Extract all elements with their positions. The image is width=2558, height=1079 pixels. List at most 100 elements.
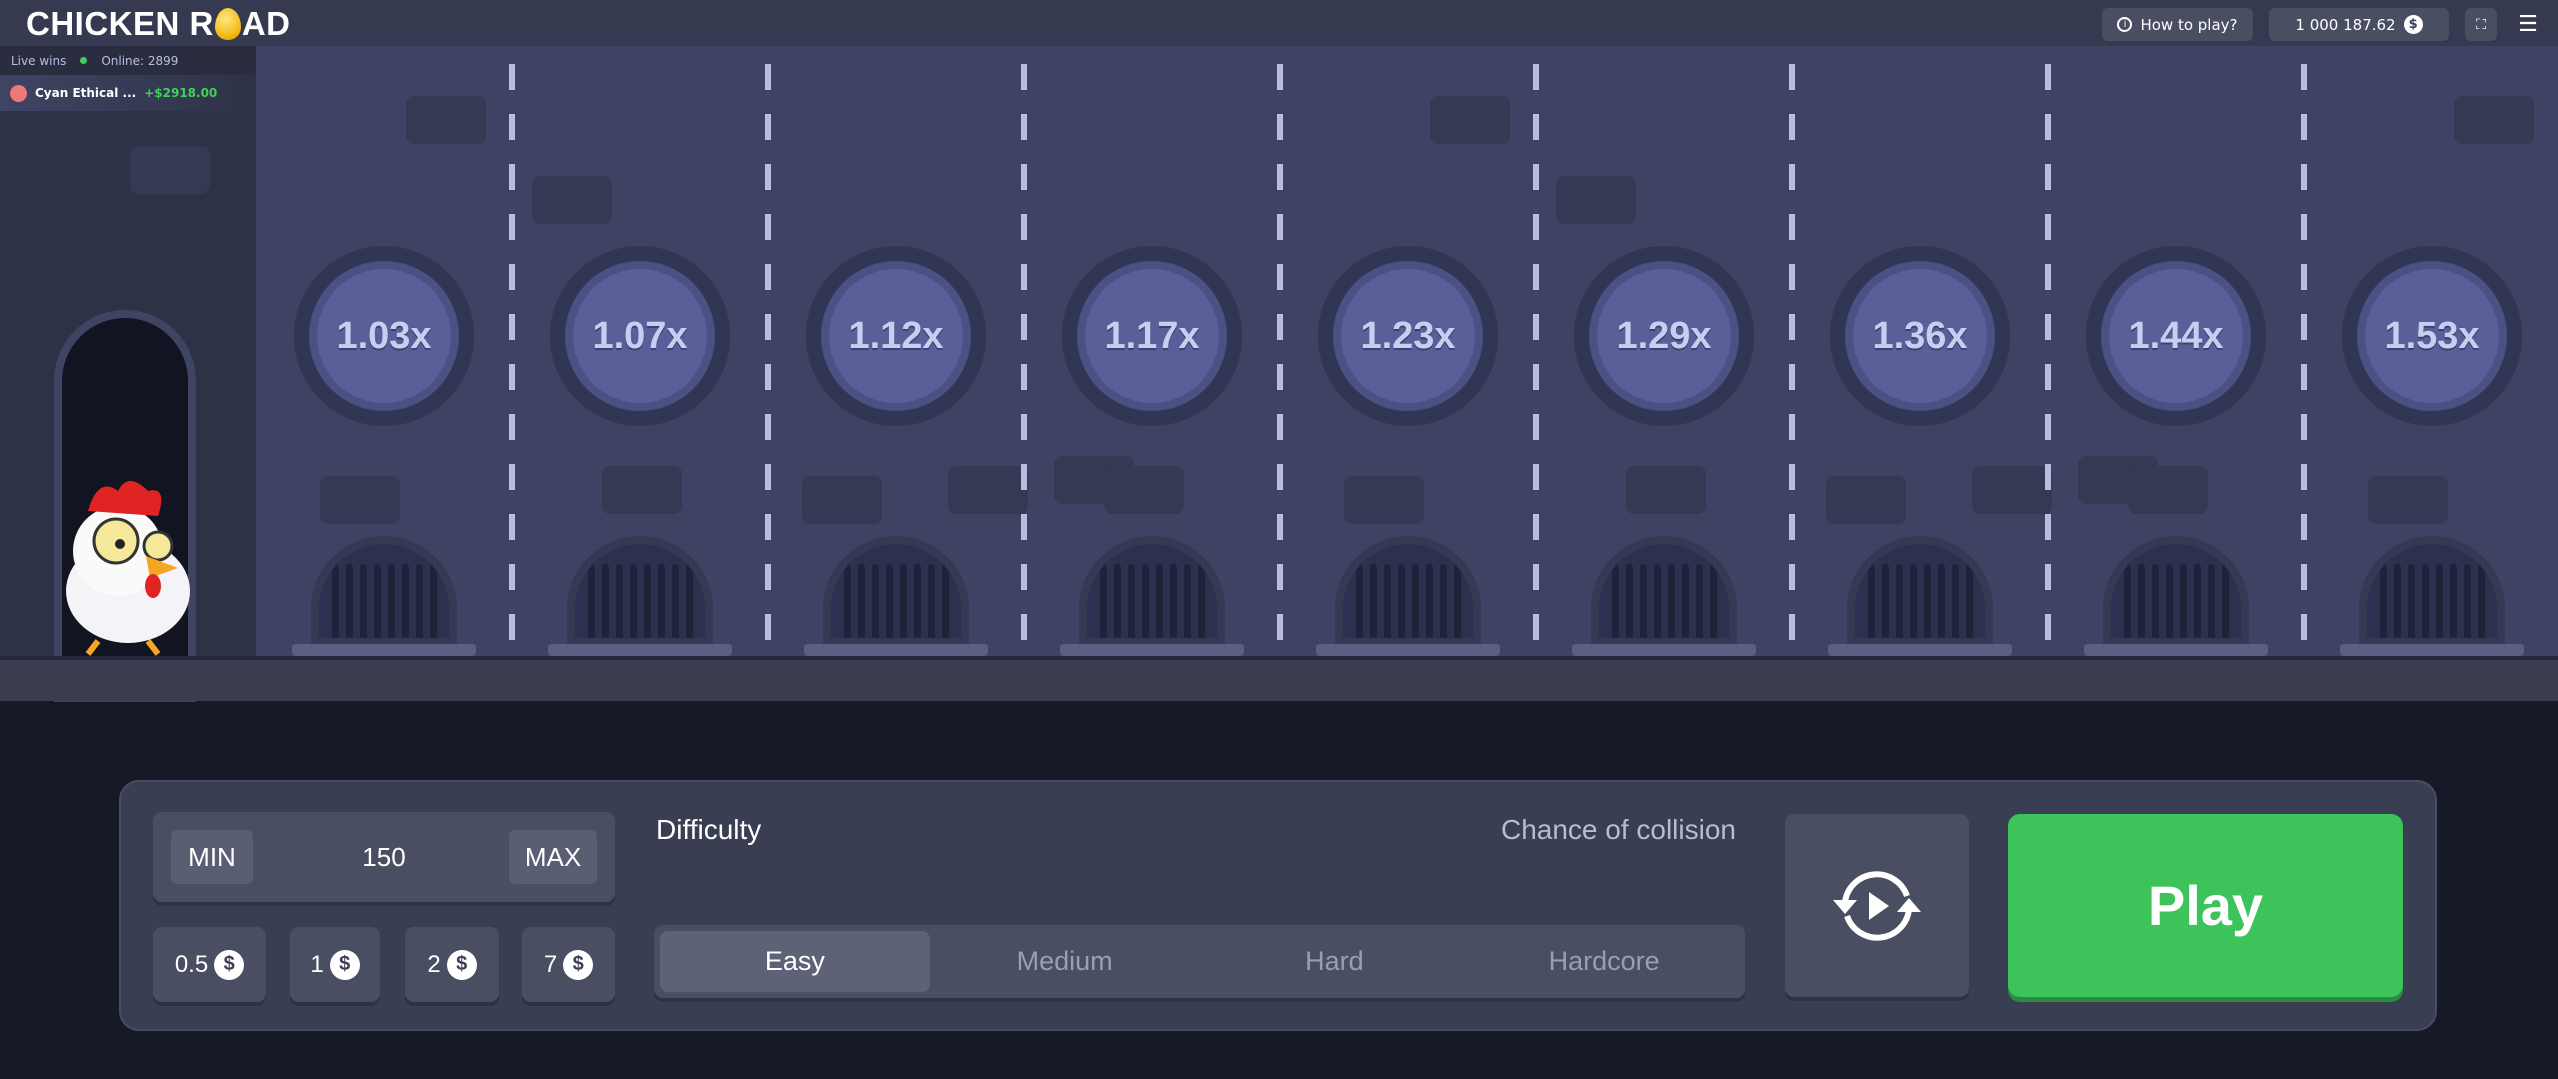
multiplier-value: 1.29x: [1589, 261, 1739, 411]
multiplier-cell[interactable]: 1.23x: [1318, 246, 1498, 426]
sewer-grate: [311, 536, 457, 646]
sewer-grate: [1591, 536, 1737, 646]
brick: [802, 476, 882, 524]
lane-divider: [2045, 64, 2051, 656]
sewer-grate: [2359, 536, 2505, 646]
brick: [532, 176, 612, 224]
road: 1.03x 1.07x 1.12x 1.17x 1.23x 1.29x 1.36x 1.44x…: [256, 46, 2558, 656]
dollar-coin-icon: $: [2403, 15, 2423, 34]
lane-divider: [765, 64, 771, 656]
max-bet-button[interactable]: MAX: [509, 830, 597, 884]
difficulty-tab-hardcore[interactable]: Hardcore: [1548, 946, 1660, 976]
multiplier-cell[interactable]: 1.29x: [1574, 246, 1754, 426]
brick: [1344, 476, 1424, 524]
autoplay-button[interactable]: [1785, 814, 1969, 997]
brick: [1826, 476, 1906, 524]
brick: [320, 476, 400, 524]
lane: 1.36x: [1789, 46, 2052, 656]
collision-chance-label: Chance of collision: [1500, 814, 1736, 845]
quick-bet-chip[interactable]: 2 $: [405, 927, 499, 1002]
quick-bet-chip[interactable]: 1 $: [290, 927, 380, 1002]
live-win-item: Cyan Ethical ... +$2918.00: [0, 75, 256, 111]
sewer-grate: [1847, 536, 1993, 646]
live-wins-header: Live wins Online: 2899: [0, 46, 256, 75]
lane-divider: [1277, 64, 1283, 656]
difficulty-label: Difficulty: [656, 814, 762, 845]
multiplier-cell[interactable]: 1.07x: [550, 246, 730, 426]
difficulty-tab-easy[interactable]: Easy: [660, 931, 930, 992]
min-bet-button[interactable]: MIN: [171, 830, 253, 884]
sewer-grate: [567, 536, 713, 646]
brick: [406, 96, 486, 144]
grate-base: [1316, 644, 1500, 656]
dollar-coin-icon: $: [446, 949, 477, 980]
lane: 1.07x: [509, 46, 768, 656]
autoplay-icon: [1833, 870, 1921, 941]
balance-display: 1 000 187.62 $: [2269, 8, 2449, 41]
fullscreen-icon: ⛶: [2476, 16, 2486, 33]
lane-divider: [1789, 64, 1795, 656]
dollar-coin-icon: $: [214, 949, 245, 980]
multiplier-cell[interactable]: 1.36x: [1830, 246, 2010, 426]
lane: 1.44x: [2045, 46, 2304, 656]
how-to-play-button[interactable]: i How to play?: [2102, 8, 2253, 41]
bet-value[interactable]: 150: [362, 841, 406, 872]
lane: 1.17x: [1021, 46, 1280, 656]
info-icon: i: [2117, 17, 2133, 32]
multiplier-value: 1.44x: [2101, 261, 2251, 411]
top-bar: CHICKEN R AD i How to play? 1 000 187.62 $…: [0, 0, 2558, 46]
brick: [1430, 96, 1510, 144]
online-indicator-icon: [80, 57, 88, 64]
grate-base: [1060, 644, 1244, 656]
avatar: [10, 84, 27, 102]
grate-base: [2340, 644, 2524, 656]
fullscreen-button[interactable]: ⛶: [2465, 8, 2497, 41]
grate-base: [804, 644, 988, 656]
lane: 1.29x: [1533, 46, 1792, 656]
lane: 1.03x: [256, 46, 512, 656]
multiplier-cell[interactable]: 1.53x: [2342, 246, 2522, 426]
logo: CHICKEN R AD: [26, 5, 291, 42]
quick-bet-chip[interactable]: 0.5 $: [153, 927, 266, 1002]
multiplier-value: 1.36x: [1845, 261, 1995, 411]
sewer-grate: [823, 536, 969, 646]
bet-amount-input[interactable]: MIN 150 MAX: [153, 812, 615, 902]
lane: 1.53x: [2301, 46, 2558, 656]
sewer-grate: [1335, 536, 1481, 646]
lane: 1.12x: [765, 46, 1028, 656]
multiplier-value: 1.12x: [821, 261, 971, 411]
brick: [1556, 176, 1636, 224]
multiplier-value: 1.23x: [1333, 261, 1483, 411]
brick: [2128, 466, 2208, 514]
multiplier-cell[interactable]: 1.12x: [806, 246, 986, 426]
difficulty-tabs: Easy Medium Hard Hardcore: [654, 925, 1745, 998]
multiplier-value: 1.03x: [309, 261, 459, 411]
multiplier-value: 1.07x: [565, 261, 715, 411]
multiplier-cell[interactable]: 1.44x: [2086, 246, 2266, 426]
dollar-coin-icon: $: [329, 949, 360, 980]
multiplier-value: 1.17x: [1077, 261, 1227, 411]
multiplier-cell[interactable]: 1.03x: [294, 246, 474, 426]
quick-bet-chip[interactable]: 7 $: [522, 927, 615, 1002]
multiplier-value: 1.53x: [2357, 261, 2507, 411]
difficulty-tab-hard[interactable]: Hard: [1305, 946, 1364, 976]
grate-base: [2084, 644, 2268, 656]
brick: [1626, 466, 1706, 514]
multiplier-cell[interactable]: 1.17x: [1062, 246, 1242, 426]
chicken-character: [66, 481, 190, 656]
lane-divider: [509, 64, 515, 656]
grate-base: [1828, 644, 2012, 656]
grate-base: [548, 644, 732, 656]
brick: [1972, 466, 2052, 514]
brick: [2454, 96, 2534, 144]
grate-base: [292, 644, 476, 656]
menu-button[interactable]: ☰: [2510, 8, 2546, 41]
egg-icon: [214, 8, 241, 40]
difficulty-tab-medium[interactable]: Medium: [1016, 946, 1113, 976]
play-button[interactable]: Play: [2008, 814, 2403, 997]
sewer-grate: [2103, 536, 2249, 646]
lane: 1.23x: [1277, 46, 1536, 656]
brick: [602, 466, 682, 514]
lane-divider: [1021, 64, 1027, 656]
dollar-coin-icon: $: [563, 949, 594, 980]
